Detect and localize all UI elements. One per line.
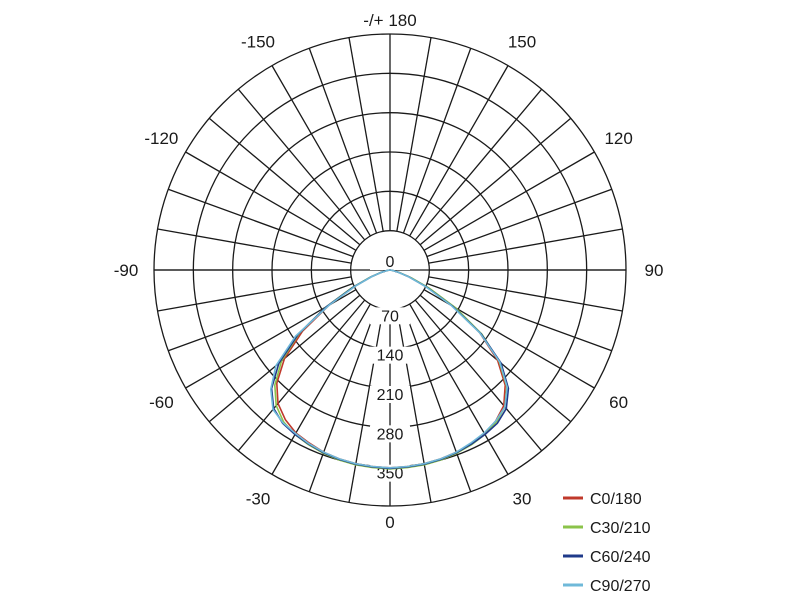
grid-spoke [396,308,432,503]
grid-spoke [237,88,366,241]
angle-label: 90 [645,261,664,280]
angle-label: -30 [246,490,271,509]
grid-spoke [402,306,472,492]
grid-spoke [426,188,612,258]
grid-spoke [271,303,371,475]
grid-spoke [402,48,472,234]
radial-label: 350 [377,466,404,483]
angle-label: -150 [241,32,275,51]
grid-spoke [419,294,572,423]
grid-spoke [396,37,432,232]
grid-spoke [426,282,612,352]
grid-spoke [428,276,623,312]
radial-label-bg [370,425,410,443]
angle-label: -/+ 180 [363,11,416,30]
grid-spoke [348,37,384,232]
legend-label: C0/180 [590,491,642,508]
grid-spoke [237,299,366,452]
legend: C0/180 C30/210 C60/240 C90/270 [563,491,651,595]
angle-label: 60 [609,393,628,412]
grid-spoke [157,276,352,312]
angle-label: -120 [144,129,178,148]
radial-label: 210 [377,387,404,404]
grid-spoke [308,48,378,234]
series-lines [269,269,510,470]
grid-spoke [157,228,352,264]
grid-spoke [409,65,509,237]
grid-spoke [419,117,572,246]
legend-label: C60/240 [590,549,651,566]
angle-label: 30 [513,490,532,509]
radial-label-bg [370,307,410,325]
grid-spoke [168,188,354,258]
series-line-c90-270 [269,269,509,469]
grid-spoke [414,299,543,452]
radial-label-bg [370,346,410,364]
radial-label: 70 [381,308,399,325]
grid-spoke [168,282,354,352]
grid-spoke [428,228,623,264]
angle-label: 150 [508,32,536,51]
grid-spoke [308,306,378,492]
radial-label: 280 [377,426,404,443]
grid-spoke [271,65,371,237]
angle-label: 0 [385,513,394,532]
grid-spoke [409,303,509,475]
angle-labels: 0 30 60 90 120 150 -/+ 180 -150 -120 -90 -60 -30 [114,11,664,532]
grid-spoke [423,151,595,251]
radial-label: 140 [377,348,404,365]
legend-label: C90/270 [590,578,651,595]
radial-label: 0 [386,254,395,271]
angle-label: -60 [149,393,174,412]
grid-spoke [185,151,357,251]
grid-spoke [208,117,361,246]
legend-label: C30/210 [590,520,651,537]
grid-spoke [348,308,384,503]
grid-spoke [414,88,543,241]
angle-label: -90 [114,261,139,280]
radial-label-bg [370,253,410,270]
radial-label-bg [370,386,410,403]
angle-label: 120 [604,129,632,148]
